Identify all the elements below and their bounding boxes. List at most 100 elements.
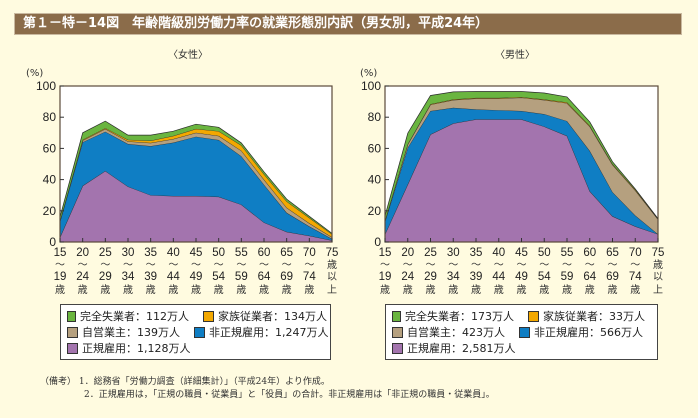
female-xtick-separator: 〜 bbox=[259, 260, 269, 271]
female-xtick-label: 55 bbox=[235, 247, 248, 259]
male-xtick-separator: 〜 bbox=[608, 260, 618, 271]
female-xtick-separator: 〜 bbox=[123, 260, 133, 271]
figure-title: 第１－特－14図 年齢階級別労働力率の就業形態別内訳（男女別，平成24年） bbox=[14, 13, 682, 35]
male-ytick-label: 0 bbox=[374, 235, 381, 249]
note-line: 2．正規雇用は，「正規の職員・従業員」と「役員」の合計。非正規雇用は「非正規の職… bbox=[84, 390, 495, 400]
male-xtick-label: 74 bbox=[629, 271, 642, 283]
legend-label: 自営業主：139万人 bbox=[82, 326, 180, 339]
female-panel-title: 〈女性〉 bbox=[168, 50, 208, 61]
female-xtick-label: 44 bbox=[167, 271, 180, 283]
female-xtick-label: 49 bbox=[190, 271, 203, 283]
female-line-unemployed bbox=[59, 120, 333, 234]
female-area-self-employed bbox=[60, 128, 332, 239]
male-xtick-label: 69 bbox=[606, 271, 619, 283]
legend-swatch-unemployed bbox=[67, 310, 76, 322]
legend-label: 家族従業者：33万人 bbox=[543, 310, 645, 323]
male-xtick-separator: 〜 bbox=[585, 260, 595, 271]
male-ytick-label: 20 bbox=[368, 204, 382, 218]
female-xtick-separator: 〜 bbox=[78, 260, 88, 271]
female-y-unit: (%) bbox=[26, 68, 44, 79]
female-xtick-suffix: 歳 bbox=[282, 284, 292, 296]
male-xtick-suffix: 歳 bbox=[562, 284, 572, 296]
male-xtick-label: 45 bbox=[515, 247, 528, 259]
legend-swatch-family-worker bbox=[528, 310, 539, 322]
female-xtick-label: 74 bbox=[303, 271, 316, 283]
legend-label: 完全失業者：173万人 bbox=[405, 310, 514, 323]
female-xtick-suffix: 上 bbox=[327, 284, 337, 296]
female-xtick-label: 15 bbox=[54, 247, 67, 259]
male-xtick-separator: 〜 bbox=[630, 260, 640, 271]
female-xtick-separator: 〜 bbox=[282, 260, 292, 271]
male-xtick-label: 34 bbox=[447, 271, 460, 283]
female-xtick-separator: 〜 bbox=[146, 260, 156, 271]
legend-label: 正規雇用：2,581万人 bbox=[407, 342, 516, 355]
legend-swatch-non-regular bbox=[519, 326, 530, 338]
legend-label: 自営業主：423万人 bbox=[407, 326, 505, 339]
female-ytick-label: 80 bbox=[43, 110, 57, 124]
male-xtick-suffix: 歳 bbox=[539, 284, 549, 296]
male-xtick-suffix: 歳 bbox=[380, 284, 390, 296]
male-xtick-suffix: 歳 bbox=[471, 284, 481, 296]
male-xtick-label: 39 bbox=[470, 271, 483, 283]
legend-item-unemployed: 完全失業者：173万人 bbox=[392, 308, 514, 324]
legend-label: 正規雇用：1,128万人 bbox=[82, 342, 191, 355]
male-xtick-label: 以 bbox=[653, 272, 663, 283]
female-xtick-suffix: 歳 bbox=[214, 284, 224, 296]
male-xtick-suffix: 歳 bbox=[448, 284, 458, 296]
male-xtick-label: 44 bbox=[492, 271, 505, 283]
male-xtick-label: 65 bbox=[606, 247, 619, 259]
legend-item-family-worker: 家族従業者：33万人 bbox=[528, 308, 645, 324]
female-ytick-label: 0 bbox=[49, 235, 56, 249]
female-xtick-label: 70 bbox=[303, 247, 316, 259]
male-xtick-label: 24 bbox=[401, 271, 414, 283]
male-xtick-separator: 〜 bbox=[426, 260, 436, 271]
male-xtick-separator: 〜 bbox=[403, 260, 413, 271]
male-xtick-label: 30 bbox=[447, 247, 460, 259]
female-xtick-separator: 〜 bbox=[55, 260, 65, 271]
legend-label: 非正規雇用：1,247万人 bbox=[209, 326, 329, 339]
legend-swatch-regular bbox=[392, 342, 403, 354]
male-xtick-label: 54 bbox=[538, 271, 551, 283]
male-xtick-label: 15 bbox=[379, 247, 392, 259]
legend-item-self-employed: 自営業主：139万人 bbox=[67, 324, 180, 340]
female-xtick-label: 50 bbox=[212, 247, 225, 259]
legend-swatch-unemployed bbox=[392, 310, 401, 322]
female-xtick-separator: 〜 bbox=[191, 260, 201, 271]
female-xtick-label: 54 bbox=[212, 271, 225, 283]
female-xtick-suffix: 歳 bbox=[55, 284, 65, 296]
male-xtick-label: 20 bbox=[401, 247, 414, 259]
female-ytick-label: 60 bbox=[43, 141, 57, 155]
male-legend: 完全失業者：173万人 家族従業者：33万人 自営業主：423万人 非正規雇用：… bbox=[385, 304, 658, 360]
male-xtick-suffix: 歳 bbox=[426, 284, 436, 296]
notes: （備考） 1．総務省「労働力調査（詳細集計）」（平成24年）より作成。 2．正規… bbox=[40, 376, 495, 402]
female-xtick-label: 35 bbox=[144, 247, 157, 259]
female-xtick-label: 34 bbox=[122, 271, 135, 283]
legend-item-regular: 正規雇用：2,581万人 bbox=[392, 340, 516, 356]
male-xtick-suffix: 歳 bbox=[608, 284, 618, 296]
female-xtick-suffix: 歳 bbox=[123, 284, 133, 296]
male-xtick-separator: 〜 bbox=[448, 260, 458, 271]
male-xtick-label: 35 bbox=[470, 247, 483, 259]
male-panel-title: 〈男性〉 bbox=[495, 50, 535, 61]
male-xtick-suffix: 歳 bbox=[517, 284, 527, 296]
female-xtick-label: 24 bbox=[76, 271, 89, 283]
female-xtick-suffix: 歳 bbox=[259, 284, 269, 296]
female-xtick-label: 59 bbox=[235, 271, 248, 283]
male-ytick-label: 100 bbox=[361, 79, 381, 93]
female-xtick-label: 60 bbox=[258, 247, 271, 259]
female-xtick-label: 69 bbox=[280, 271, 293, 283]
male-xtick-suffix: 歳 bbox=[630, 284, 640, 296]
female-xtick-label: 39 bbox=[144, 271, 157, 283]
female-xtick-suffix: 歳 bbox=[100, 284, 110, 296]
male-xtick-separator: 〜 bbox=[471, 260, 481, 271]
male-xtick-separator: 〜 bbox=[494, 260, 504, 271]
female-xtick-label: 65 bbox=[280, 247, 293, 259]
female-xtick-label: 19 bbox=[54, 271, 67, 283]
female-xtick-label: 25 bbox=[99, 247, 112, 259]
male-xtick-suffix: 歳 bbox=[403, 284, 413, 296]
charts-canvas: 02040608010015〜19歳20〜24歳25〜29歳30〜34歳35〜3… bbox=[36, 79, 664, 296]
female-xtick-label: 30 bbox=[122, 247, 135, 259]
female-xtick-label: 20 bbox=[76, 247, 89, 259]
female-xtick-label: 40 bbox=[167, 247, 180, 259]
female-xtick-suffix: 歳 bbox=[304, 284, 314, 296]
